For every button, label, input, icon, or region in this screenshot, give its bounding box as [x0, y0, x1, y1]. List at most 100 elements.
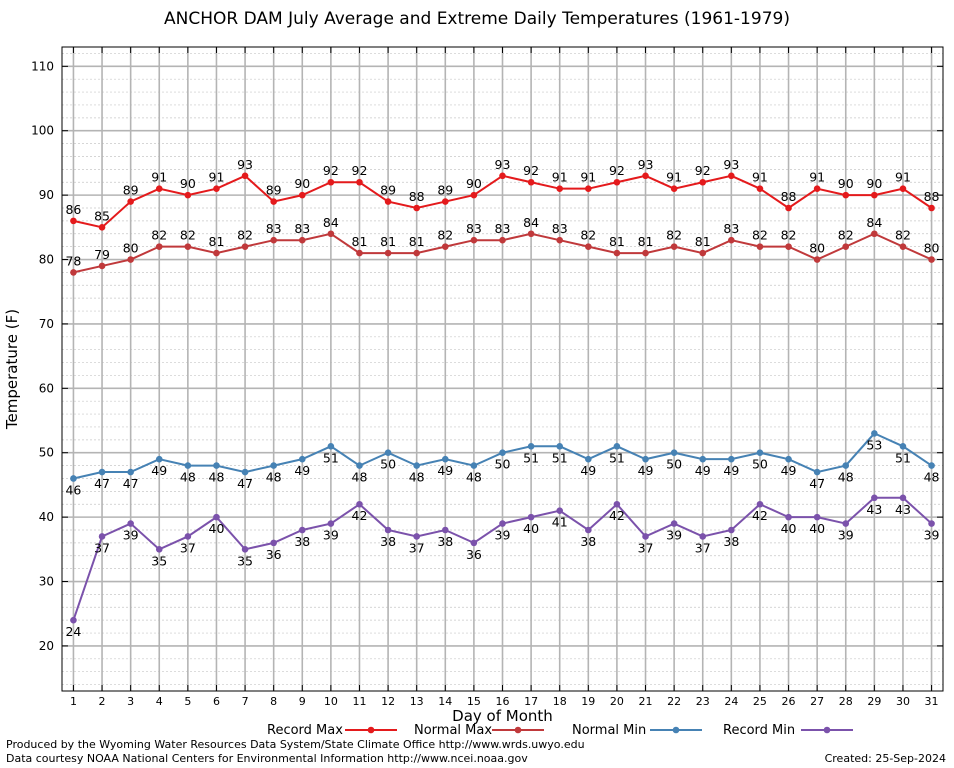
data-point: [699, 249, 707, 257]
data-point: [270, 198, 277, 205]
data-label: 43: [866, 502, 882, 517]
chart-title: ANCHOR DAM July Average and Extreme Dail…: [164, 9, 790, 29]
data-point: [70, 269, 77, 276]
data-point: [298, 455, 306, 463]
x-tick-label: 3: [127, 695, 134, 708]
legend: Record Max Normal Max Normal Min Record Min: [267, 723, 853, 738]
data-point: [298, 191, 306, 199]
data-point: [756, 449, 764, 457]
data-point: [384, 249, 392, 257]
x-tick-label: 20: [610, 695, 624, 708]
data-label: 81: [352, 234, 368, 249]
data-label: 82: [781, 228, 797, 243]
data-point: [642, 249, 649, 257]
data-point: [413, 204, 420, 212]
data-label: 49: [781, 463, 797, 478]
data-label: 92: [523, 163, 539, 178]
data-label: 38: [723, 534, 739, 549]
series-layer: [70, 172, 935, 624]
data-point: [298, 526, 306, 534]
legend-label: Normal Max: [414, 723, 492, 738]
data-label: 83: [495, 221, 511, 236]
data-label: 91: [580, 170, 596, 185]
data-point: [127, 468, 134, 476]
x-tick-label: 21: [639, 695, 653, 708]
x-tick-label: 8: [270, 695, 277, 708]
data-label: 92: [323, 163, 339, 178]
legend-label: Record Max: [267, 723, 343, 738]
data-point: [441, 198, 449, 205]
data-label: 81: [638, 234, 654, 249]
data-point: [756, 500, 764, 508]
x-tick-label: 30: [896, 695, 910, 708]
x-axis-label: Day of Month: [452, 707, 553, 725]
data-label: 37: [94, 540, 110, 555]
data-point: [928, 462, 935, 469]
data-point: [98, 224, 106, 231]
data-label: 93: [638, 157, 654, 172]
data-label: 50: [752, 457, 768, 472]
legend-label: Record Min: [723, 723, 795, 738]
data-point: [842, 191, 850, 199]
x-tick-label: 29: [867, 695, 881, 708]
data-point: [155, 243, 163, 250]
data-label: 90: [180, 176, 196, 191]
data-label: 89: [437, 183, 453, 198]
data-point: [699, 178, 707, 186]
x-tick-label: 28: [839, 695, 853, 708]
y-tick-label: 110: [31, 59, 54, 73]
data-label: 83: [552, 221, 568, 236]
data-label: 91: [895, 170, 911, 185]
data-point: [756, 243, 764, 250]
data-label: 39: [123, 528, 139, 543]
data-point: [813, 468, 821, 476]
data-label: 93: [495, 157, 511, 172]
data-label: 90: [866, 176, 882, 191]
data-label: 92: [352, 163, 368, 178]
data-point: [699, 455, 707, 463]
x-tick-label: 19: [581, 695, 595, 708]
y-tick-label: 80: [39, 253, 54, 267]
data-point: [470, 236, 478, 244]
data-label: 50: [666, 457, 682, 472]
data-point: [813, 513, 821, 521]
data-point: [899, 494, 907, 502]
data-point: [613, 500, 621, 508]
x-tick-label: 9: [299, 695, 306, 708]
data-label: 88: [924, 189, 940, 204]
data-label: 91: [752, 170, 768, 185]
data-label: 92: [695, 163, 711, 178]
data-label: 90: [466, 176, 482, 191]
data-point: [70, 475, 77, 482]
data-label: 47: [123, 476, 139, 491]
data-point: [728, 236, 735, 244]
data-point: [184, 462, 192, 469]
legend-label: Normal Min: [572, 723, 646, 738]
data-point: [241, 243, 249, 250]
data-point: [842, 462, 850, 469]
data-point: [327, 230, 335, 238]
legend-marker: [514, 726, 522, 734]
data-label: 42: [609, 508, 625, 523]
data-point: [499, 449, 506, 457]
data-label: 82: [895, 228, 911, 243]
data-point: [785, 455, 792, 463]
data-label: 49: [638, 463, 654, 478]
data-label: 48: [924, 470, 940, 485]
legend-marker: [672, 726, 680, 734]
data-label: 35: [151, 553, 167, 568]
data-point: [871, 430, 878, 437]
footer-produced-by: Produced by the Wyoming Water Resources …: [6, 738, 585, 751]
data-label: 35: [237, 553, 253, 568]
data-label: 46: [65, 482, 81, 497]
data-label: 89: [266, 183, 282, 198]
data-label: 90: [294, 176, 310, 191]
data-label: 43: [895, 502, 911, 517]
data-point: [70, 616, 77, 624]
data-point: [470, 191, 478, 199]
y-tick-label: 50: [39, 446, 54, 460]
data-point: [670, 520, 678, 527]
data-label: 50: [495, 457, 511, 472]
data-label: 82: [580, 228, 596, 243]
data-label: 91: [209, 170, 225, 185]
